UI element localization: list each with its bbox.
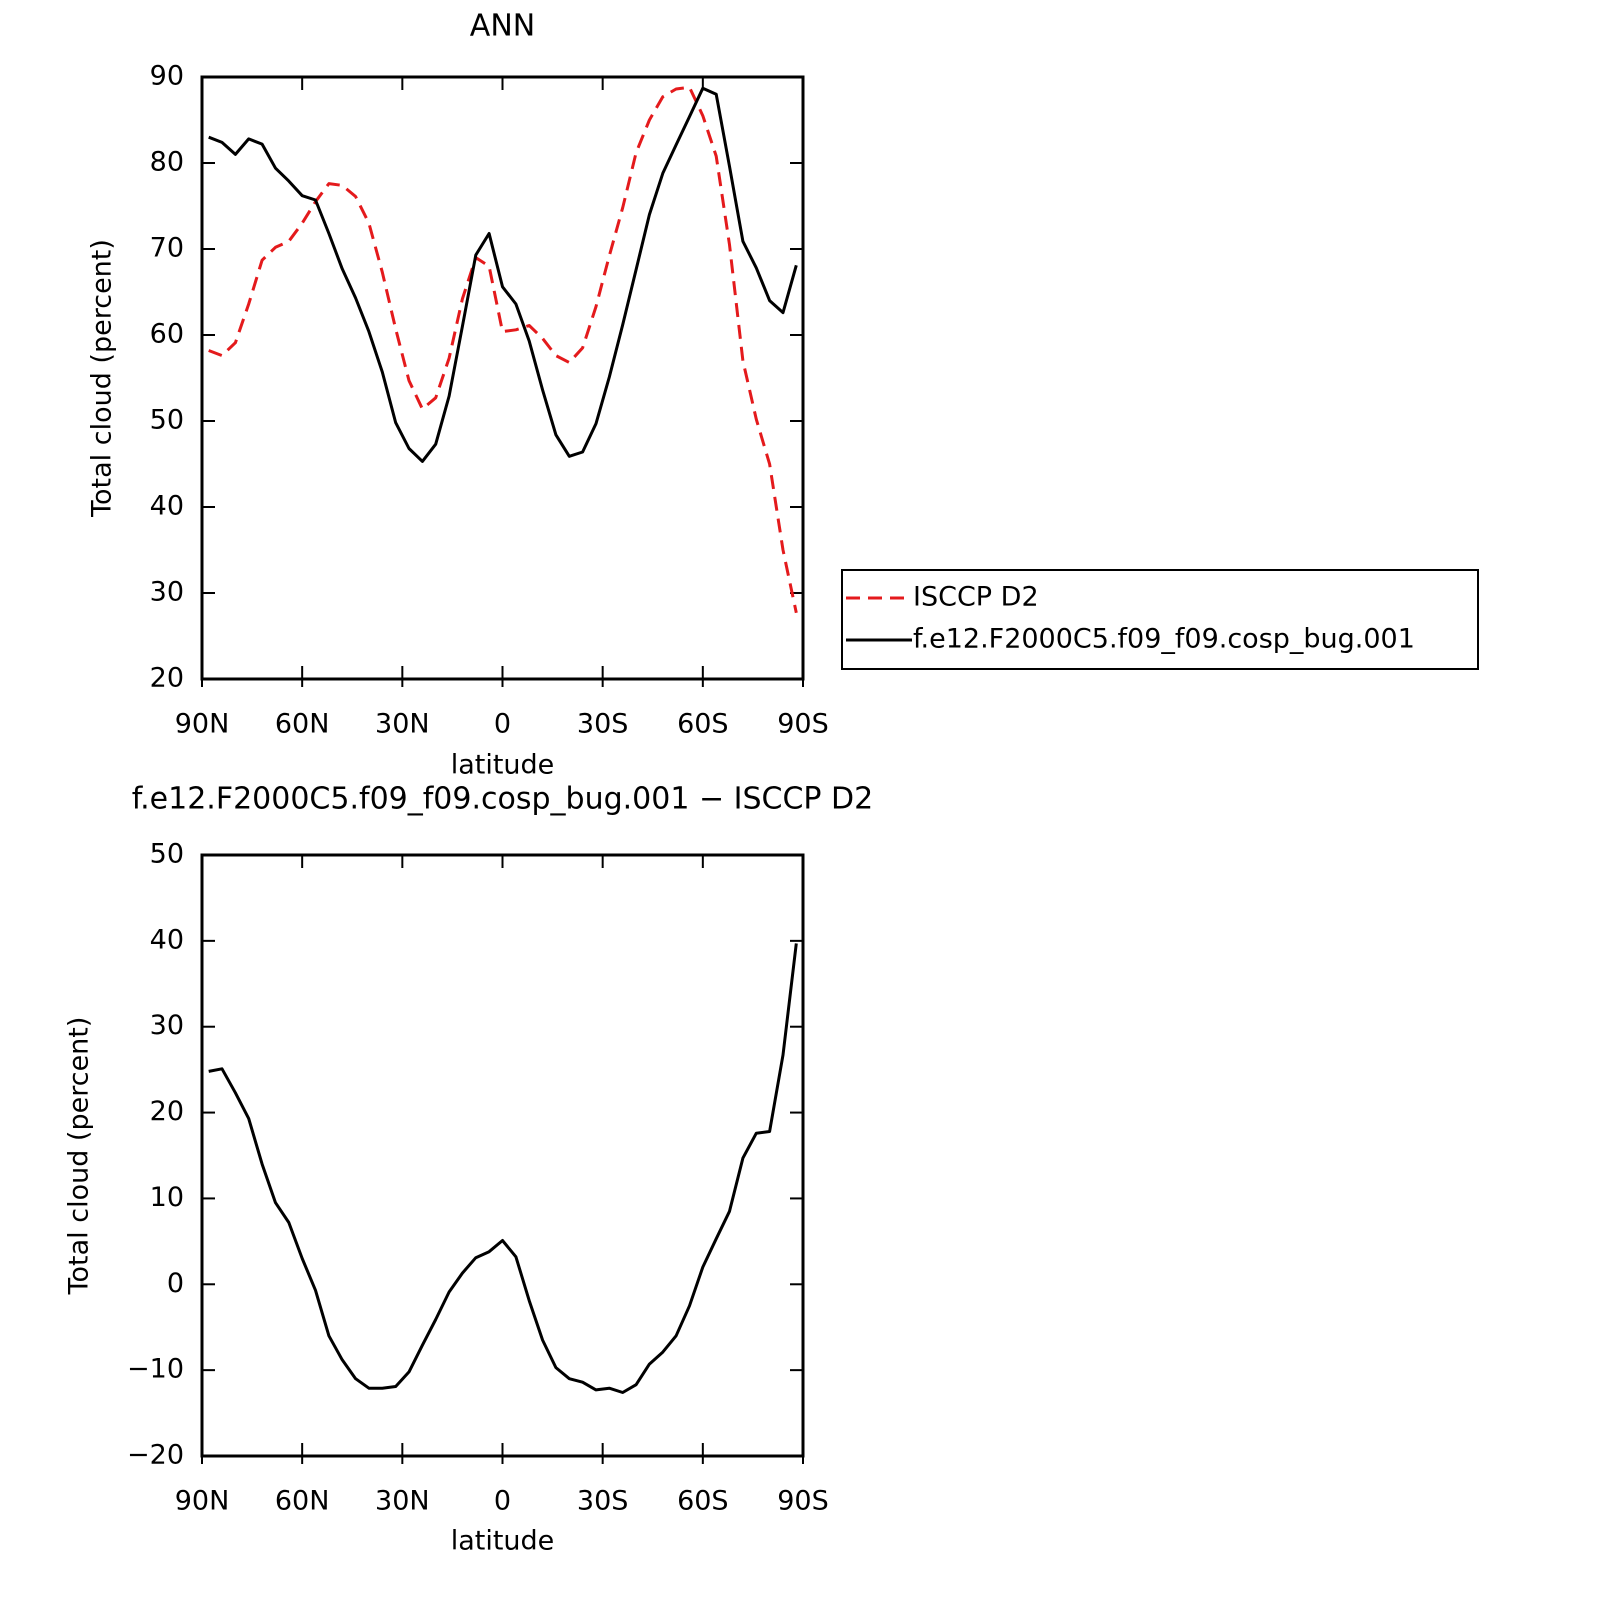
legend-label: ISCCP D2 [913,582,1039,613]
y-tick-label: 30 [150,577,184,608]
x-tick-label: 60N [275,709,330,740]
x-tick-label: 0 [494,709,511,740]
y-tick-label: −20 [127,1440,184,1471]
chart-title: ANN [470,9,535,44]
legend-label: f.e12.F2000C5.f09_f09.cosp_bug.001 [913,624,1415,655]
y-tick-label: 70 [150,233,184,264]
y-tick-label: 40 [150,924,184,955]
data-line [208,86,798,463]
data-line [208,943,798,1394]
x-tick-label: 90N [175,709,230,740]
x-tick-label: 0 [494,1486,511,1517]
x-tick-label: 90S [777,709,829,740]
x-tick-label: 90N [175,1486,230,1517]
y-tick-label: 40 [150,491,184,522]
y-axis-label: Total cloud (percent) [64,1017,95,1296]
y-tick-label: 10 [150,1182,184,1213]
x-tick-label: 30S [577,709,629,740]
data-line [208,85,798,614]
x-tick-label: 60S [677,1486,729,1517]
x-tick-label: 30N [375,1486,430,1517]
x-tick-label: 60N [275,1486,330,1517]
y-tick-label: 90 [150,61,184,92]
y-tick-label: 20 [150,1096,184,1127]
legend-box [841,569,1479,670]
x-axis-label: latitude [451,750,555,781]
y-tick-label: 30 [150,1010,184,1041]
x-tick-label: 30S [577,1486,629,1517]
y-tick-label: 60 [150,319,184,350]
y-tick-label: 50 [150,839,184,870]
y-tick-label: 50 [150,405,184,436]
y-axis-label: Total cloud (percent) [87,239,118,518]
plot-frame [200,75,805,681]
x-tick-label: 30N [375,709,430,740]
y-tick-label: −10 [127,1354,184,1385]
x-tick-label: 60S [677,709,729,740]
x-tick-label: 90S [777,1486,829,1517]
y-tick-label: 0 [167,1268,184,1299]
chart-title: f.e12.F2000C5.f09_f09.cosp_bug.001 − ISC… [132,782,874,817]
x-axis-label: latitude [451,1526,555,1557]
y-tick-label: 80 [150,147,184,178]
plot-frame [200,853,805,1458]
y-tick-label: 20 [150,663,184,694]
